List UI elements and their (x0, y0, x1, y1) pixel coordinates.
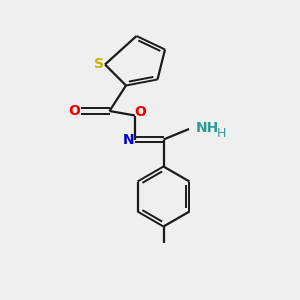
Text: H: H (217, 127, 226, 140)
Text: S: S (94, 58, 104, 71)
Text: N: N (123, 133, 135, 146)
Text: O: O (68, 104, 80, 118)
Text: O: O (134, 106, 146, 119)
Text: NH: NH (196, 121, 219, 134)
